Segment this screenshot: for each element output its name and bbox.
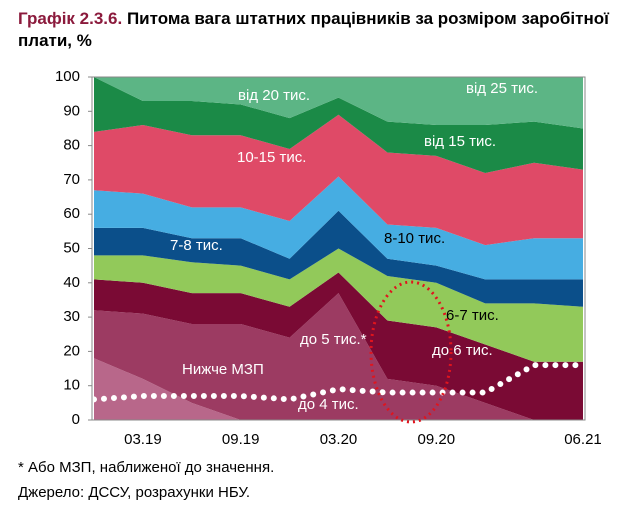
line [91, 362, 586, 403]
annotation: до 5 тис.* [300, 331, 367, 348]
y-tick-label: 0 [72, 411, 80, 428]
annotation: від 15 тис. [424, 133, 496, 150]
y-tick-label: 20 [63, 342, 80, 359]
area [94, 210, 583, 307]
area [94, 114, 583, 246]
area [94, 176, 583, 280]
area [94, 293, 583, 420]
note: Джерело: ДССУ, розрахунки НБУ. [18, 484, 251, 501]
annotation: 8-10 тис. [384, 230, 445, 247]
annotation: 10-15 тис. [237, 149, 306, 166]
note: * Або МЗП, наближеної до значення. [18, 459, 275, 476]
x-tick-label: 03.19 [124, 431, 162, 448]
annotation: від 25 тис. [466, 80, 538, 97]
x-tick-label: 09.20 [418, 431, 456, 448]
y-tick-label: 40 [63, 274, 80, 291]
area [94, 272, 583, 420]
annotation: 7-8 тис. [170, 237, 223, 254]
y-tick-label: 90 [63, 102, 80, 119]
y-tick-label: 80 [63, 137, 80, 154]
title-prefix: Графік 2.3.6. [18, 9, 123, 28]
area [94, 77, 583, 129]
y-tick-label: 70 [63, 171, 80, 188]
annotation: до 4 тис. [298, 396, 359, 413]
y-tick-label: 50 [63, 239, 80, 256]
y-tick-label: 30 [63, 308, 80, 325]
annotation: від 20 тис. [238, 87, 310, 104]
x-tick-label: 06.21 [564, 431, 602, 448]
title-text: Питома вага штатних працівників за розмі… [18, 9, 609, 50]
y-tick-label: 10 [63, 377, 80, 394]
y-tick-label: 100 [55, 68, 80, 85]
area [94, 77, 583, 174]
annotation: 6-7 тис. [446, 307, 499, 324]
annotation: до 6 тис. [432, 342, 493, 359]
highlight [369, 280, 453, 424]
x-tick-label: 03.20 [320, 431, 358, 448]
title: Графік 2.3.6. Питома вага штатних праців… [18, 8, 618, 52]
x-tick-label: 09.19 [222, 431, 260, 448]
area [94, 248, 583, 362]
area [94, 358, 583, 420]
y-tick-label: 60 [63, 205, 80, 222]
annotation: Нижче МЗП [182, 361, 264, 378]
